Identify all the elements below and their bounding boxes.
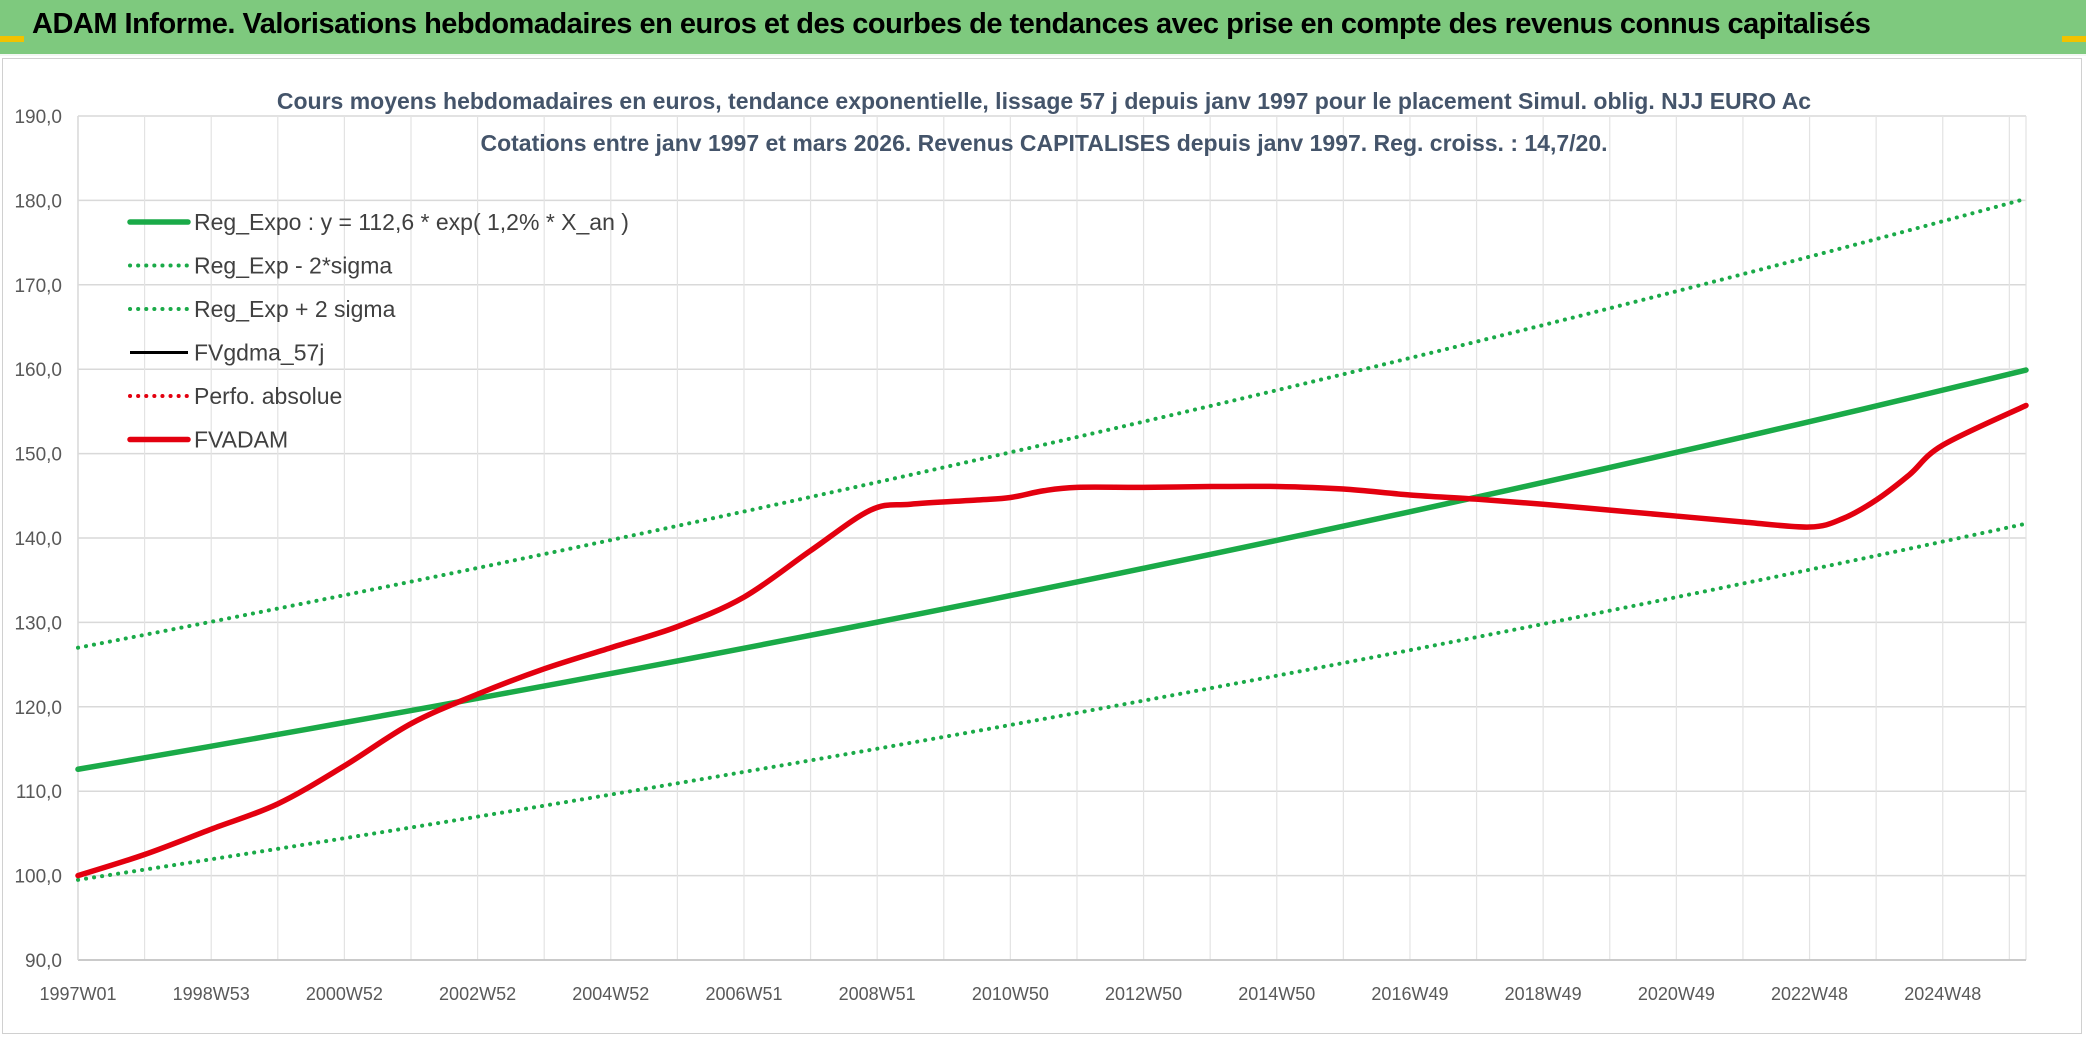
x-tick-label: 2014W50: [1238, 984, 1315, 1004]
chart-subtitle: Cotations entre janv 1997 et mars 2026. …: [480, 130, 1607, 156]
y-tick-label: 100,0: [14, 867, 62, 888]
y-tick-label: 90,0: [25, 951, 62, 972]
y-tick-label: 130,0: [14, 613, 62, 634]
x-tick-label: 2012W50: [1105, 984, 1182, 1004]
chart-frame: [2, 58, 2082, 1034]
chart-titles: Cours moyens hebdomadaires en euros, ten…: [277, 88, 1811, 156]
grid: [77, 115, 2027, 961]
x-tick-label: 2024W48: [1904, 984, 1981, 1004]
x-tick-label: 2000W52: [306, 984, 383, 1004]
legend-label-reg_expo: Reg_Expo : y = 112,6 * exp( 1,2% * X_an …: [194, 209, 629, 235]
x-tick-label: 2002W52: [439, 984, 516, 1004]
legend-label-reg_minus: Reg_Exp - 2*sigma: [194, 253, 392, 279]
chart-title: Cours moyens hebdomadaires en euros, ten…: [277, 88, 1811, 114]
y-tick-label: 120,0: [14, 698, 62, 719]
y-tick-label: 140,0: [14, 529, 62, 550]
x-tick-label: 2010W50: [972, 984, 1049, 1004]
y-tick-label: 150,0: [14, 445, 62, 466]
y-tick-label: 110,0: [16, 782, 62, 803]
corner-accent-left: [0, 36, 24, 42]
x-tick-label: 2022W48: [1771, 984, 1848, 1004]
legend-label-fvadam: FVADAM: [194, 427, 288, 453]
y-tick-label: 180,0: [14, 191, 62, 212]
y-tick-label: 190,0: [14, 107, 62, 128]
legend-label-fvgdma: FVgdma_57j: [194, 340, 324, 366]
series-line-reg_expo: [75, 367, 2029, 773]
legend-label-reg_plus: Reg_Exp + 2 sigma: [194, 296, 396, 322]
report-header: ADAM Informe. Valorisations hebdomadaire…: [0, 0, 2086, 56]
x-tick-label: 2018W49: [1505, 984, 1582, 1004]
y-tick-label: 160,0: [14, 360, 62, 381]
x-tick-label: 1998W53: [173, 984, 250, 1004]
series-line-reg_minus: [76, 521, 2028, 882]
series-line-reg_plus: [76, 196, 2028, 650]
x-tick-label: 2008W51: [839, 984, 916, 1004]
series: [75, 196, 2029, 882]
x-tick-label: 2016W49: [1371, 984, 1448, 1004]
y-tick-label: 170,0: [14, 276, 62, 297]
axes: 90,0 100,0 110,0 120,0 130,0 140,0 150,0 160,0 1…: [14, 107, 2026, 1004]
series-line-fvadam: [75, 402, 2029, 879]
x-tick-label: 2020W49: [1638, 984, 1715, 1004]
legend-label-perfo: Perfo. absolue: [194, 383, 342, 409]
report-title: ADAM Informe. Valorisations hebdomadaire…: [32, 8, 1871, 40]
x-tick-label: 1997W01: [39, 984, 116, 1004]
x-tick-label: 2006W51: [705, 984, 782, 1004]
corner-accent-right: [2062, 36, 2086, 42]
x-tick-label: 2004W52: [572, 984, 649, 1004]
legend: Reg_Expo : y = 112,6 * exp( 1,2% * X_an …: [127, 209, 629, 453]
